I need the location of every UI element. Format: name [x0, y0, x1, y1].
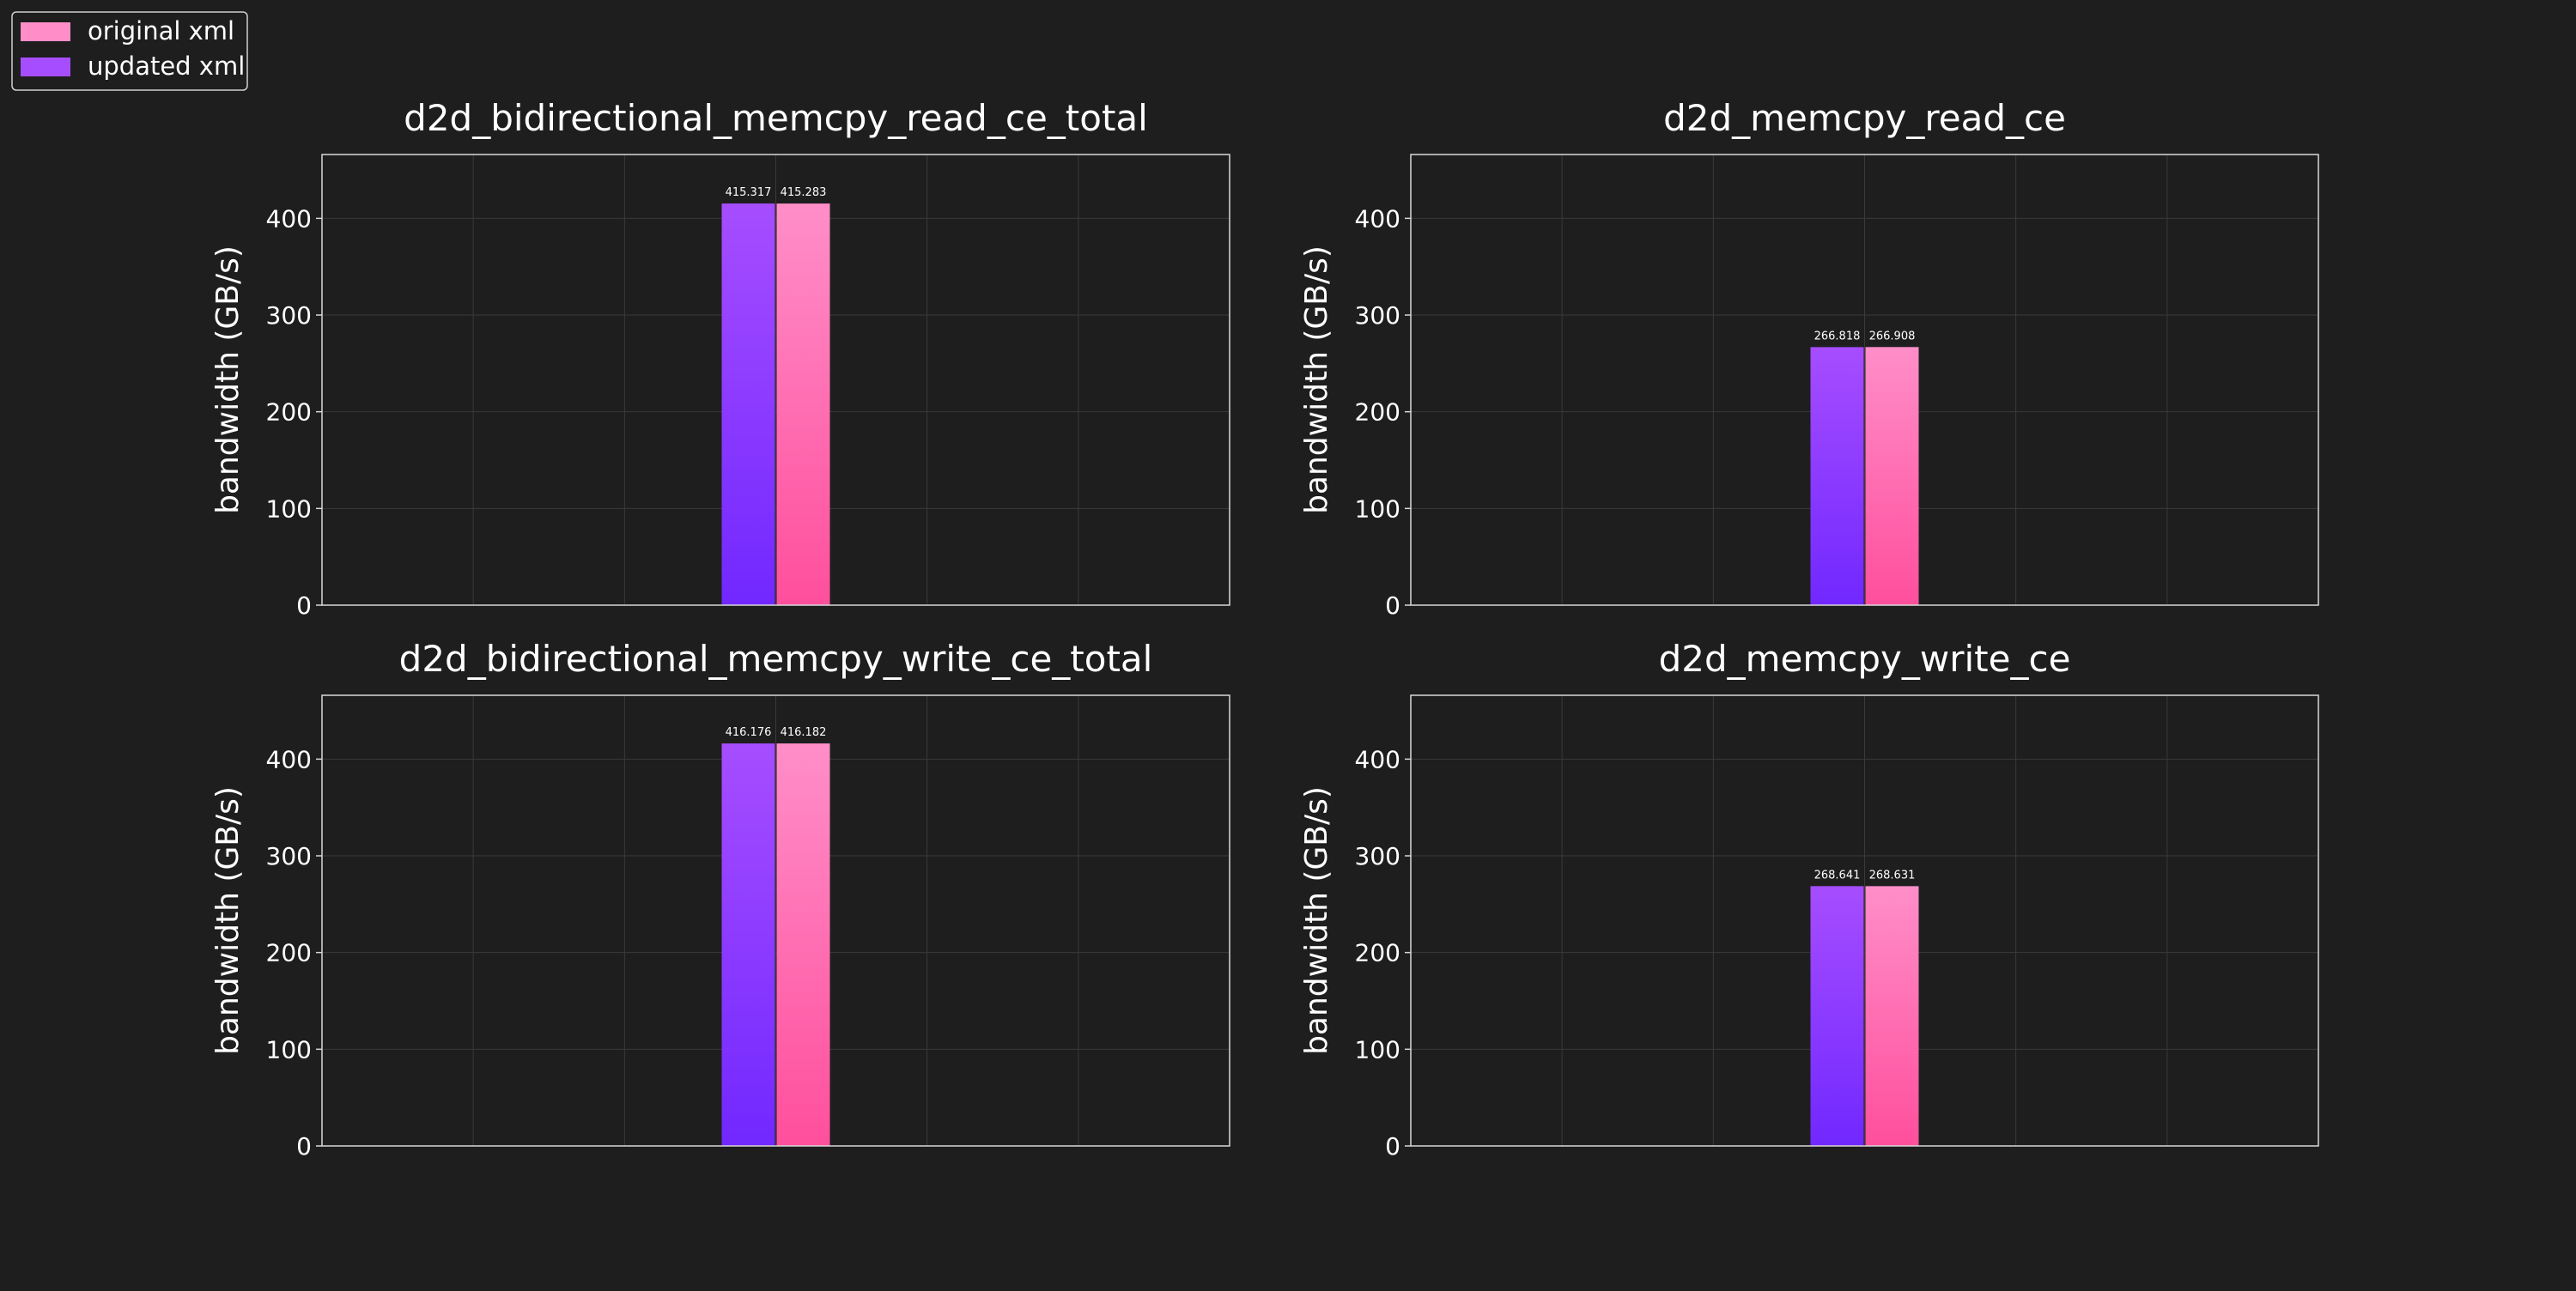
y-tick-label: 200 — [1355, 939, 1400, 967]
y-tick-label: 400 — [1355, 204, 1400, 233]
y-tick-label: 0 — [1385, 1132, 1400, 1161]
bar-original-xml — [776, 203, 830, 605]
chart-title: d2d_bidirectional_memcpy_write_ce_total — [399, 638, 1153, 680]
y-axis-label: bandwidth (GB/s) — [1299, 786, 1334, 1055]
y-tick-label: 300 — [1355, 842, 1400, 870]
axes-frame — [1410, 154, 2319, 606]
bar-updated-xml — [721, 743, 775, 1146]
y-tick-label: 300 — [1355, 301, 1400, 330]
bar-data-label: 268.641 — [1814, 869, 1861, 882]
bar-original-xml — [1865, 886, 1919, 1146]
bar-original-xml — [776, 743, 830, 1146]
y-tick-label: 200 — [266, 398, 312, 427]
y-tick-label: 300 — [266, 301, 312, 330]
bar-updated-xml — [721, 203, 775, 605]
legend-swatch — [21, 22, 70, 41]
y-tick-label: 200 — [266, 939, 312, 967]
bar-data-label: 266.818 — [1814, 330, 1861, 342]
bar-updated-xml — [1810, 886, 1864, 1146]
axes-frame — [1410, 694, 2319, 1147]
y-axis-label: bandwidth (GB/s) — [210, 786, 246, 1055]
axes-frame — [321, 694, 1230, 1147]
bar-updated-xml — [1810, 347, 1864, 605]
bar-data-label: 416.176 — [726, 726, 772, 739]
chart-title: d2d_memcpy_read_ce — [1663, 97, 2066, 139]
y-tick-label: 0 — [296, 591, 312, 620]
y-tick-label: 100 — [266, 1035, 312, 1064]
y-axis-label: bandwidth (GB/s) — [210, 245, 246, 514]
chart-panel-2: 0 100 200 300 400 266.818 266.908 d2d_memcpy_re… — [1299, 97, 2319, 620]
y-tick-label: 200 — [1355, 398, 1400, 427]
legend-label: updated xml — [88, 52, 245, 81]
y-tick-label: 100 — [266, 494, 312, 523]
y-tick-label: 0 — [296, 1132, 312, 1161]
y-tick-label: 400 — [1355, 745, 1400, 773]
bar-data-label: 415.283 — [781, 186, 827, 199]
bar-data-label: 416.182 — [781, 726, 827, 739]
legend-frame — [11, 11, 248, 91]
bar-original-xml — [1865, 347, 1919, 605]
chart-panel-1: 0 100 200 300 400 415.317 415.283 d2d_bidirecti… — [210, 97, 1230, 620]
y-axis-label: bandwidth (GB/s) — [1299, 245, 1334, 514]
legend-label: original xml — [88, 16, 234, 45]
y-tick-label: 100 — [1355, 494, 1400, 523]
chart-title: d2d_bidirectional_memcpy_read_ce_total — [404, 97, 1148, 139]
y-tick-label: 400 — [266, 204, 312, 233]
chart-title: d2d_memcpy_write_ce — [1659, 638, 2071, 680]
chart-panel-3: 0 100 200 300 400 416.176 416.182 d2d_bidirecti… — [210, 638, 1230, 1161]
bar-data-label: 268.631 — [1869, 869, 1916, 882]
bar-data-label: 266.908 — [1869, 330, 1916, 342]
legend-swatch — [21, 58, 70, 76]
y-tick-label: 300 — [266, 842, 312, 870]
y-tick-label: 100 — [1355, 1035, 1400, 1064]
chart-panel-4: 0 100 200 300 400 268.641 268.631 d2d_memcpy_wr… — [1299, 638, 2319, 1161]
axes-frame — [321, 154, 1230, 606]
legend: original xml updated xml — [11, 11, 248, 91]
y-tick-label: 0 — [1385, 591, 1400, 620]
bar-data-label: 415.317 — [726, 186, 772, 199]
y-tick-label: 400 — [266, 745, 312, 773]
